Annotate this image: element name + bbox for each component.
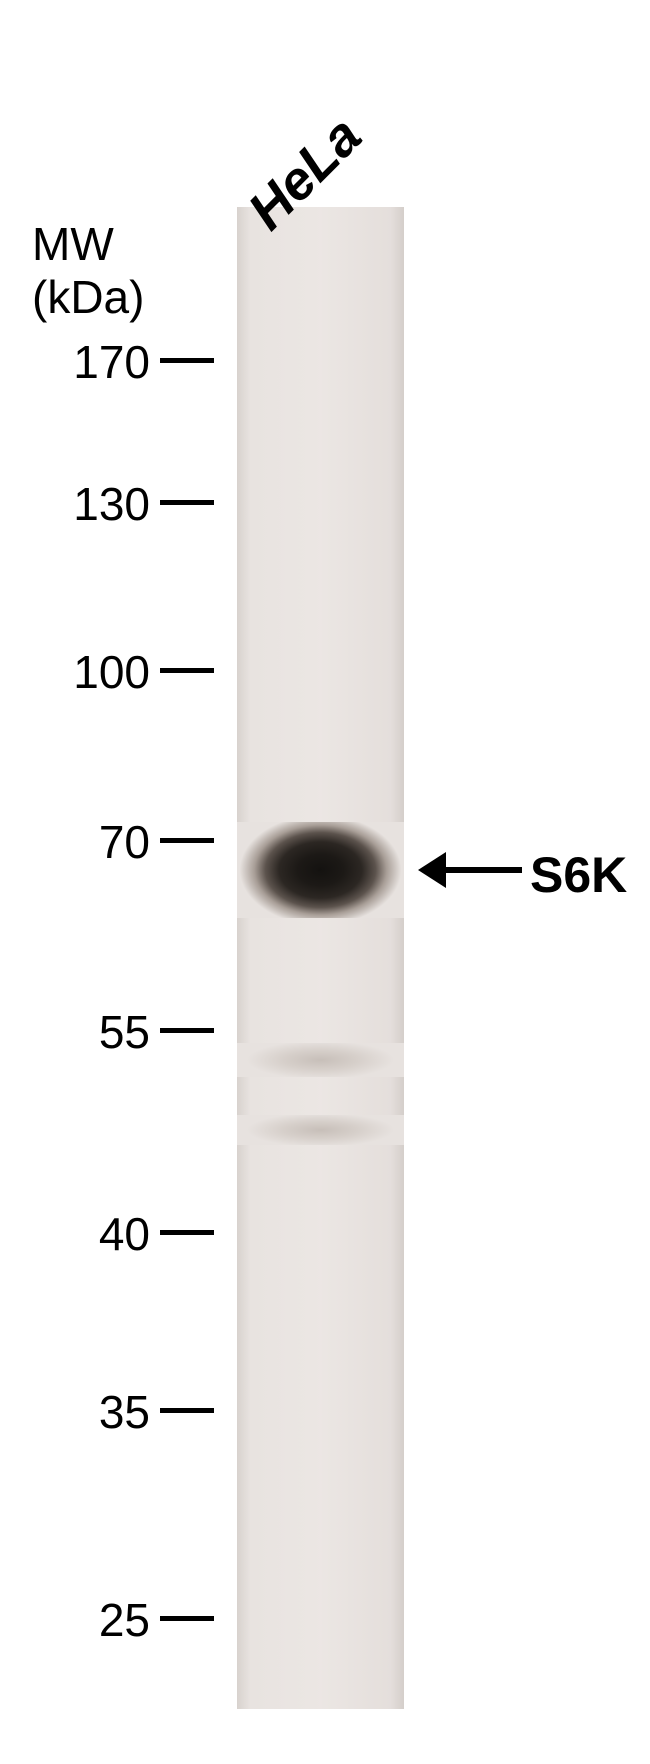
mw-header-line1: MW	[32, 218, 114, 270]
band-faint-2	[237, 1115, 404, 1145]
mw-tick-label-5: 40	[30, 1207, 150, 1261]
arrow-s6k	[0, 0, 650, 1]
mw-tick-mark-1	[160, 500, 214, 505]
band-faint-1	[237, 1043, 404, 1077]
mw-tick-label-3: 70	[30, 815, 150, 869]
mw-tick-mark-3	[160, 838, 214, 843]
mw-tick-mark-5	[160, 1230, 214, 1235]
mw-tick-label-6: 35	[30, 1385, 150, 1439]
arrow-line-icon	[444, 867, 522, 873]
mw-tick-label-7: 25	[30, 1593, 150, 1647]
band-label-s6k: S6K	[530, 846, 627, 904]
western-blot-figure: HeLa MW (kDa) 170 130 100 70 55 40 35 25…	[0, 0, 650, 1764]
mw-tick-mark-0	[160, 358, 214, 363]
mw-tick-label-4: 55	[30, 1005, 150, 1059]
mw-tick-mark-7	[160, 1616, 214, 1621]
band-s6k	[237, 822, 404, 918]
mw-axis-header: MW (kDa)	[32, 218, 144, 324]
mw-tick-mark-4	[160, 1028, 214, 1033]
mw-tick-mark-6	[160, 1408, 214, 1413]
mw-tick-mark-2	[160, 668, 214, 673]
blot-lane-hela	[237, 207, 404, 1709]
mw-tick-label-2: 100	[30, 645, 150, 699]
mw-header-line2: (kDa)	[32, 271, 144, 323]
arrow-head-icon	[418, 852, 446, 888]
mw-tick-label-0: 170	[30, 335, 150, 389]
mw-tick-label-1: 130	[30, 477, 150, 531]
